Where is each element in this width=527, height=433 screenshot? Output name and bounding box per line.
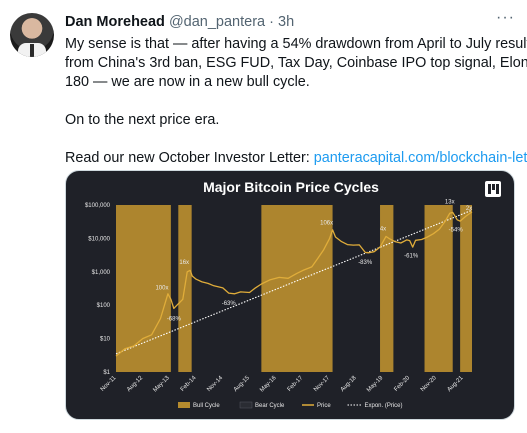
annotation-label: 106x [320, 221, 333, 227]
x-tick-label: Feb-14 [180, 375, 198, 393]
price-series-line [115, 211, 473, 357]
tweet-line: Read our new October Investor Letter: pa… [65, 149, 527, 168]
annotation-label: 13x [445, 200, 455, 206]
author-handle[interactable]: @dan_pantera [168, 14, 266, 30]
tweet-line: 180 — we are now in a new bull cycle. [65, 74, 310, 90]
annotation-label: 2x [466, 206, 472, 212]
annotation-label: -68% [167, 316, 182, 322]
tweet-line: from China's 3rd ban, ESG FUD, Tax Day, … [65, 55, 527, 71]
legend-swatch [178, 402, 190, 408]
y-tick-label: $1 [103, 370, 110, 376]
tweet-text: My sense is that — after having a 54% dr… [65, 35, 527, 168]
annotation-label: -83% [358, 260, 373, 266]
tweet-header: Dan Morehead @dan_pantera · 3h [65, 13, 505, 31]
bitcoin-price-chart: Major Bitcoin Price Cycles $100,000 $10,00… [85, 179, 501, 409]
bull-cycle-band [424, 205, 453, 372]
bull-cycle-band [116, 205, 171, 372]
tweet-line: On to the next price era. [65, 112, 220, 128]
chart-card[interactable]: Major Bitcoin Price Cycles $100,000 $10,00… [65, 170, 515, 420]
separator: · [269, 14, 274, 30]
x-tick-label: Aug-15 [233, 375, 251, 393]
x-tick-label: Nov-11 [100, 375, 118, 393]
y-tick-label: $10,000 [88, 236, 110, 242]
avatar[interactable] [10, 13, 54, 57]
legend-label: Price [317, 403, 331, 409]
letter-text: Read our new October Investor Letter: [65, 150, 314, 166]
annotation-label: 16x [179, 260, 189, 266]
x-tick-label: Aug-18 [340, 375, 358, 393]
x-tick-label: Aug-12 [126, 375, 144, 393]
tweet-line: My sense is that — after having a 54% dr… [65, 36, 527, 52]
author-name[interactable]: Dan Morehead [65, 14, 165, 30]
legend-label: Bear Cycle [255, 403, 285, 409]
y-tick-label: $10 [100, 337, 111, 343]
annotation-label: -54% [449, 228, 464, 234]
legend-label: Bull Cycle [193, 403, 220, 409]
bull-cycle-band [261, 205, 333, 372]
annotation-label: 4x [380, 227, 386, 233]
x-tick-label: Aug-21 [447, 375, 465, 393]
chart-title: Major Bitcoin Price Cycles [203, 179, 379, 195]
expon-trend-line [115, 209, 473, 355]
x-tick-label: May-13 [152, 375, 171, 394]
x-tick-label: Nov-14 [206, 375, 224, 393]
bull-cycle-band [460, 205, 472, 372]
annotation-label: 100x [155, 285, 168, 291]
pantera-logo-icon [485, 181, 501, 197]
y-tick-label: $1,000 [92, 270, 111, 276]
letter-link[interactable]: panteracapital.com/blockchain-let… [313, 150, 527, 166]
annotation-label: -61% [404, 253, 419, 259]
x-tick-label: Nov-17 [313, 375, 331, 393]
annotation-label: -63% [222, 301, 237, 307]
x-tick-label: May-16 [259, 375, 278, 394]
timestamp[interactable]: 3h [278, 14, 295, 30]
x-tick-label: Feb-20 [393, 375, 411, 393]
x-tick-label: Feb-17 [287, 375, 305, 393]
legend-swatch [239, 401, 253, 409]
bull-cycle-band [380, 205, 394, 372]
x-tick-label: Nov-20 [420, 375, 438, 393]
x-tick-label: May-19 [366, 375, 385, 394]
legend-label: Expon. (Price) [365, 403, 403, 409]
y-tick-label: $100,000 [85, 203, 111, 209]
y-tick-label: $100 [97, 303, 111, 309]
ellipsis-icon[interactable]: ··· [496, 9, 515, 26]
